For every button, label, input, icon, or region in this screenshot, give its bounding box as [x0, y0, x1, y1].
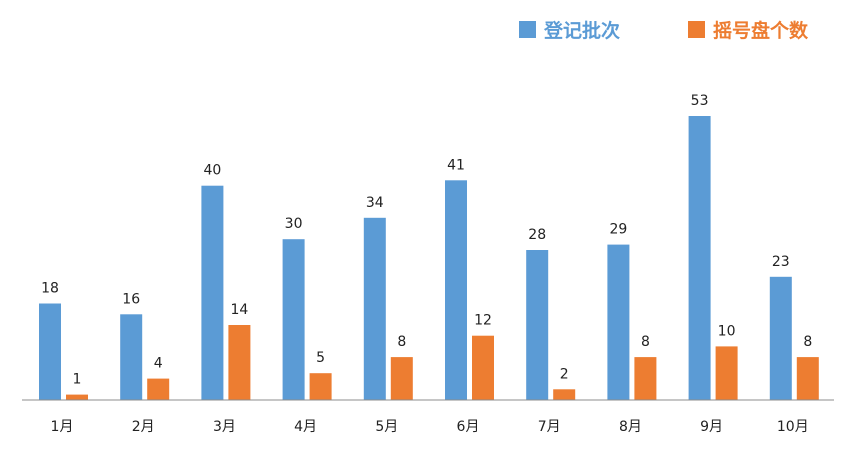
bar-series-1-5 — [363, 217, 386, 400]
x-tick-label-8: 8月 — [619, 419, 642, 435]
data-label-series-2-4: 5 — [316, 350, 325, 366]
data-label-series-2-5: 8 — [397, 334, 406, 350]
bar-series-1-6 — [445, 180, 467, 400]
data-label-series-2-10: 8 — [803, 334, 812, 350]
data-label-series-1-2: 16 — [122, 291, 140, 307]
x-tick-label-9: 9月 — [700, 419, 723, 435]
data-label-series-1-5: 34 — [366, 195, 384, 211]
bar-series-1-2 — [120, 314, 143, 400]
bar-series-2-2 — [147, 378, 170, 400]
data-label-series-1-4: 30 — [285, 216, 303, 232]
x-tick-label-5: 5月 — [375, 419, 398, 435]
bar-series-2-9 — [715, 346, 738, 400]
x-tick-label-10: 10月 — [777, 419, 809, 435]
legend-label-series-1: 登记批次 — [543, 19, 620, 42]
data-label-series-2-6: 12 — [474, 313, 492, 329]
bar-series-1-1 — [39, 303, 61, 400]
bar-series-2-4 — [309, 373, 332, 400]
x-tick-label-4: 4月 — [294, 419, 317, 435]
bar-series-1-7 — [526, 250, 549, 400]
bar-series-1-8 — [607, 244, 630, 400]
legend: 登记批次 摇号盘个数 — [519, 19, 809, 42]
x-tick-label-2: 2月 — [132, 419, 155, 435]
legend-label-series-2: 摇号盘个数 — [713, 19, 809, 42]
data-label-series-1-1: 18 — [41, 281, 59, 297]
bar-series-1-9 — [688, 116, 711, 400]
data-label-series-1-6: 41 — [447, 157, 465, 173]
plot-area: 18 1 1月 16 4 2月 40 14 3月 30 5 4月 34 8 5月 41 12 6月 28 2 7月 29 8… — [39, 93, 819, 435]
bar-series-2-3 — [228, 325, 251, 400]
bar-series-2-6 — [472, 335, 494, 400]
data-label-series-1-8: 29 — [609, 222, 627, 238]
bar-series-2-10 — [796, 357, 819, 400]
data-label-series-2-9: 10 — [718, 323, 736, 339]
bar-series-1-3 — [201, 185, 224, 400]
bar-series-2-5 — [390, 357, 413, 400]
bar-series-2-8 — [634, 357, 657, 400]
data-label-series-2-7: 2 — [560, 366, 569, 382]
data-label-series-2-2: 4 — [154, 356, 163, 372]
legend-swatch-series-1 — [519, 21, 536, 38]
data-label-series-1-10: 23 — [772, 254, 790, 270]
bar-series-1-10 — [769, 276, 792, 400]
data-label-series-1-3: 40 — [203, 163, 221, 179]
data-label-series-1-9: 53 — [691, 93, 709, 109]
data-label-series-2-3: 14 — [230, 302, 248, 318]
data-label-series-1-7: 28 — [528, 227, 546, 243]
x-tick-label-6: 6月 — [457, 419, 480, 435]
bar-series-2-7 — [553, 389, 576, 400]
bar-series-1-4 — [282, 239, 305, 400]
x-tick-label-1: 1月 — [51, 419, 74, 435]
data-label-series-2-8: 8 — [641, 334, 650, 350]
data-label-series-2-1: 1 — [73, 372, 82, 388]
bar-series-2-1 — [66, 394, 88, 400]
legend-swatch-series-2 — [688, 21, 705, 38]
x-tick-label-7: 7月 — [538, 419, 561, 435]
x-tick-label-3: 3月 — [213, 419, 236, 435]
